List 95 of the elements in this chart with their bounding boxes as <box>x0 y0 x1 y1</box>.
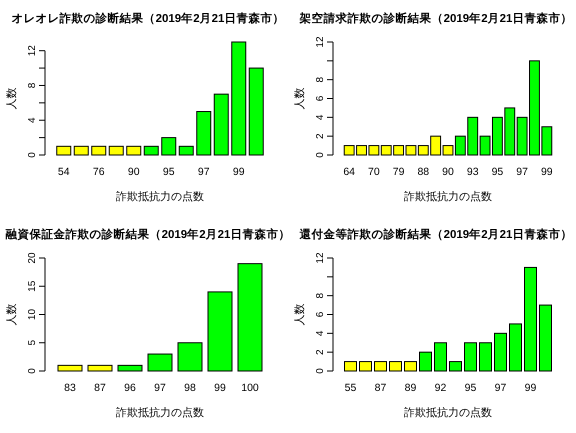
x-tick-label: 95 <box>464 382 476 394</box>
x-tick-label: 83 <box>64 382 76 394</box>
bar <box>231 42 246 156</box>
bar <box>144 146 159 156</box>
bar <box>126 146 142 156</box>
bar <box>88 364 112 372</box>
bar <box>248 68 264 156</box>
x-tick-label: 64 <box>343 166 356 178</box>
x-tick-label: 89 <box>404 382 416 394</box>
x-tick-label: 76 <box>92 166 105 178</box>
x-tick-label: 88 <box>417 166 430 178</box>
x-axis-title: 詐欺抵抗力の点数 <box>404 406 492 419</box>
bar <box>479 342 492 372</box>
x-axis-title: 詐欺抵抗力の点数 <box>116 190 204 203</box>
x-tick-label: 99 <box>524 382 536 394</box>
bar <box>509 323 522 372</box>
bar <box>524 266 537 372</box>
x-tick-label: 55 <box>344 382 356 394</box>
bar <box>434 342 447 372</box>
x-tick-label: 99 <box>232 166 245 178</box>
bar <box>74 146 89 156</box>
x-tick-label: 97 <box>494 382 506 394</box>
x-tick-label: 95 <box>492 166 504 178</box>
bar <box>91 146 106 156</box>
y-tick-label: 8 <box>27 82 38 88</box>
bar <box>539 304 552 372</box>
x-tick-label: 97 <box>516 166 528 178</box>
x-tick-label: 97 <box>198 166 210 178</box>
chart-title: 架空請求詐欺の診断結果（2019年2月21日青森市） <box>298 11 572 25</box>
bar <box>214 94 229 156</box>
bar <box>178 146 194 156</box>
y-tick-label: 6 <box>315 95 326 102</box>
y-axis-title: 人数 <box>6 304 18 326</box>
y-tick-label: 12 <box>315 252 326 264</box>
y-tick-label: 2 <box>315 132 326 139</box>
x-tick-label: 99 <box>540 166 553 178</box>
chart-title: 還付金等詐欺の診断結果（2019年2月21日青森市） <box>300 227 572 241</box>
y-tick-label: 10 <box>27 308 38 320</box>
x-tick-label: 92 <box>434 382 446 394</box>
bar <box>389 361 402 372</box>
y-tick-label: 8 <box>315 76 326 82</box>
x-tick-label: 87 <box>374 382 386 394</box>
chart-title: オレオレ詐欺の診断結果（2019年2月21日青森市） <box>12 11 284 25</box>
x-tick-label: 99 <box>214 382 226 394</box>
y-tick-label: 4 <box>27 117 38 124</box>
y-tick-label: 8 <box>315 292 326 298</box>
x-tick-label: 87 <box>94 382 106 394</box>
x-tick-label: 93 <box>466 166 479 178</box>
bar <box>196 111 212 156</box>
y-tick-label: 0 <box>27 152 38 158</box>
x-tick-label: 90 <box>128 166 140 178</box>
bar <box>449 361 462 372</box>
x-tick-label: 100 <box>241 382 259 394</box>
y-tick-label: 12 <box>315 36 326 48</box>
bar <box>464 342 477 372</box>
y-tick-label: 0 <box>315 152 326 158</box>
bar <box>208 291 232 372</box>
y-tick-label: 15 <box>27 280 38 292</box>
y-tick-label: 12 <box>27 44 38 56</box>
bar <box>374 361 387 372</box>
bar <box>359 361 372 372</box>
x-tick-label: 79 <box>392 166 405 178</box>
y-axis-title: 人数 <box>6 88 18 110</box>
y-tick-label: 4 <box>315 114 326 120</box>
bar <box>58 364 82 372</box>
x-tick-label: 95 <box>162 166 175 178</box>
y-axis-title: 人数 <box>294 304 306 326</box>
bar <box>178 342 202 372</box>
bar <box>404 361 417 372</box>
y-tick-label: 20 <box>27 252 38 264</box>
bar <box>108 146 124 156</box>
y-tick-label: 5 <box>27 340 38 346</box>
x-axis-title: 詐欺抵抗力の点数 <box>116 406 204 419</box>
x-tick-label: 96 <box>124 382 136 394</box>
x-tick-label: 70 <box>368 166 380 178</box>
y-axis-title: 人数 <box>294 88 306 110</box>
y-tick-label: 6 <box>315 311 326 318</box>
y-tick-label: 0 <box>27 368 38 374</box>
bar <box>148 354 172 372</box>
bar <box>56 146 72 156</box>
y-tick-label: 2 <box>315 348 326 355</box>
bar <box>238 263 262 372</box>
bar <box>494 332 507 372</box>
bar <box>344 361 357 372</box>
y-tick-label: 0 <box>315 368 326 374</box>
bar <box>118 364 142 372</box>
x-tick-label: 90 <box>442 166 454 178</box>
bar <box>419 352 432 372</box>
bar <box>161 137 176 156</box>
chart-title: 融資保証金詐欺の診断結果（2019年2月21日青森市） <box>6 227 290 241</box>
x-tick-label: 54 <box>58 166 70 178</box>
x-tick-label: 98 <box>184 382 196 394</box>
x-tick-label: 97 <box>154 382 166 394</box>
y-tick-label: 4 <box>315 330 326 336</box>
x-axis-title: 詐欺抵抗力の点数 <box>404 190 492 203</box>
